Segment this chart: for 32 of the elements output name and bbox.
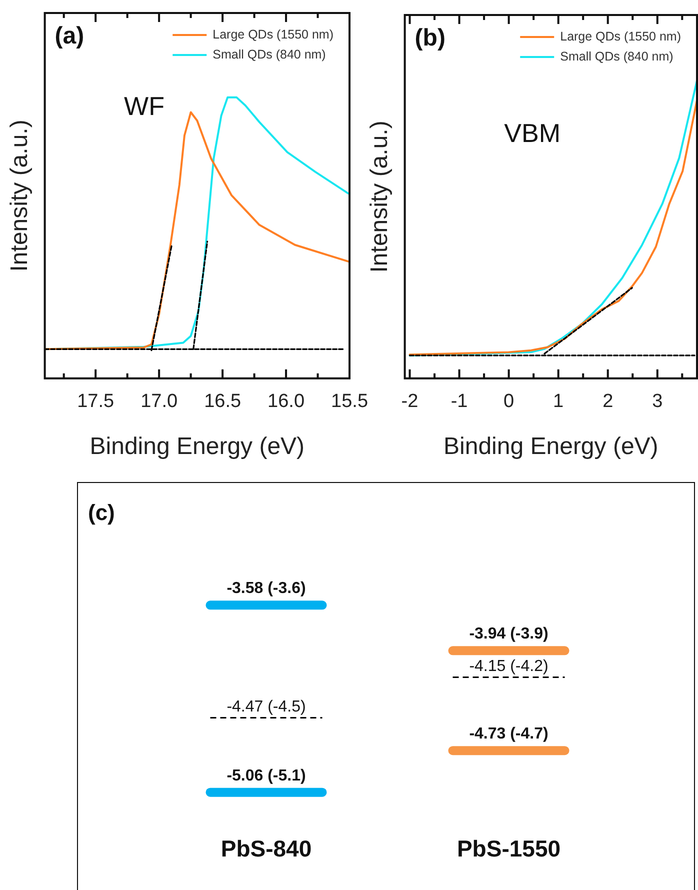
- data-label: -4.15 (-4.2): [469, 658, 548, 676]
- y-axis-title: Intensity (a.u.): [6, 120, 34, 272]
- annotation: WF: [124, 91, 164, 122]
- data-label: -4.73 (-4.7): [469, 726, 548, 743]
- x-tick-label: 1: [553, 391, 564, 412]
- category-label: PbS-1550: [456, 836, 561, 862]
- x-axis-title: Binding Energy (eV): [444, 433, 658, 460]
- data-label: -3.94 (-3.9): [469, 626, 548, 643]
- x-tick-label: 17.5: [77, 391, 114, 412]
- x-tick-label: 0: [504, 391, 514, 412]
- x-tick-label: 17.0: [140, 391, 178, 412]
- x-tick-label: 3: [652, 391, 663, 412]
- annotation: VBM: [504, 118, 560, 148]
- x-tick-label: -2: [401, 391, 418, 412]
- x-tick-label: 16.0: [268, 391, 305, 412]
- text: (a): [54, 22, 84, 50]
- legend-label: Small QDs (840 nm): [212, 47, 326, 62]
- legend-label: Large QDs (1550 nm): [560, 29, 682, 44]
- text: (c): [88, 500, 115, 525]
- legend-label: Large QDs (1550 nm): [212, 27, 334, 42]
- data-label: -4.47 (-4.5): [226, 698, 306, 716]
- x-tick-label: -1: [450, 391, 468, 412]
- x-tick-label: 15.5: [331, 391, 368, 412]
- x-tick-label: 2: [602, 391, 614, 412]
- x-axis-title: Binding Energy (eV): [90, 433, 305, 460]
- y-axis-title: Intensity (a.u.): [366, 120, 394, 273]
- text: (b): [414, 24, 446, 52]
- legend-label: Small QDs (840 nm): [560, 49, 674, 64]
- x-tick-label: 16.5: [204, 391, 242, 412]
- data-label: -5.06 (-5.1): [226, 767, 306, 784]
- category-label: PbS-840: [220, 836, 312, 862]
- data-label: -3.58 (-3.6): [226, 580, 306, 598]
